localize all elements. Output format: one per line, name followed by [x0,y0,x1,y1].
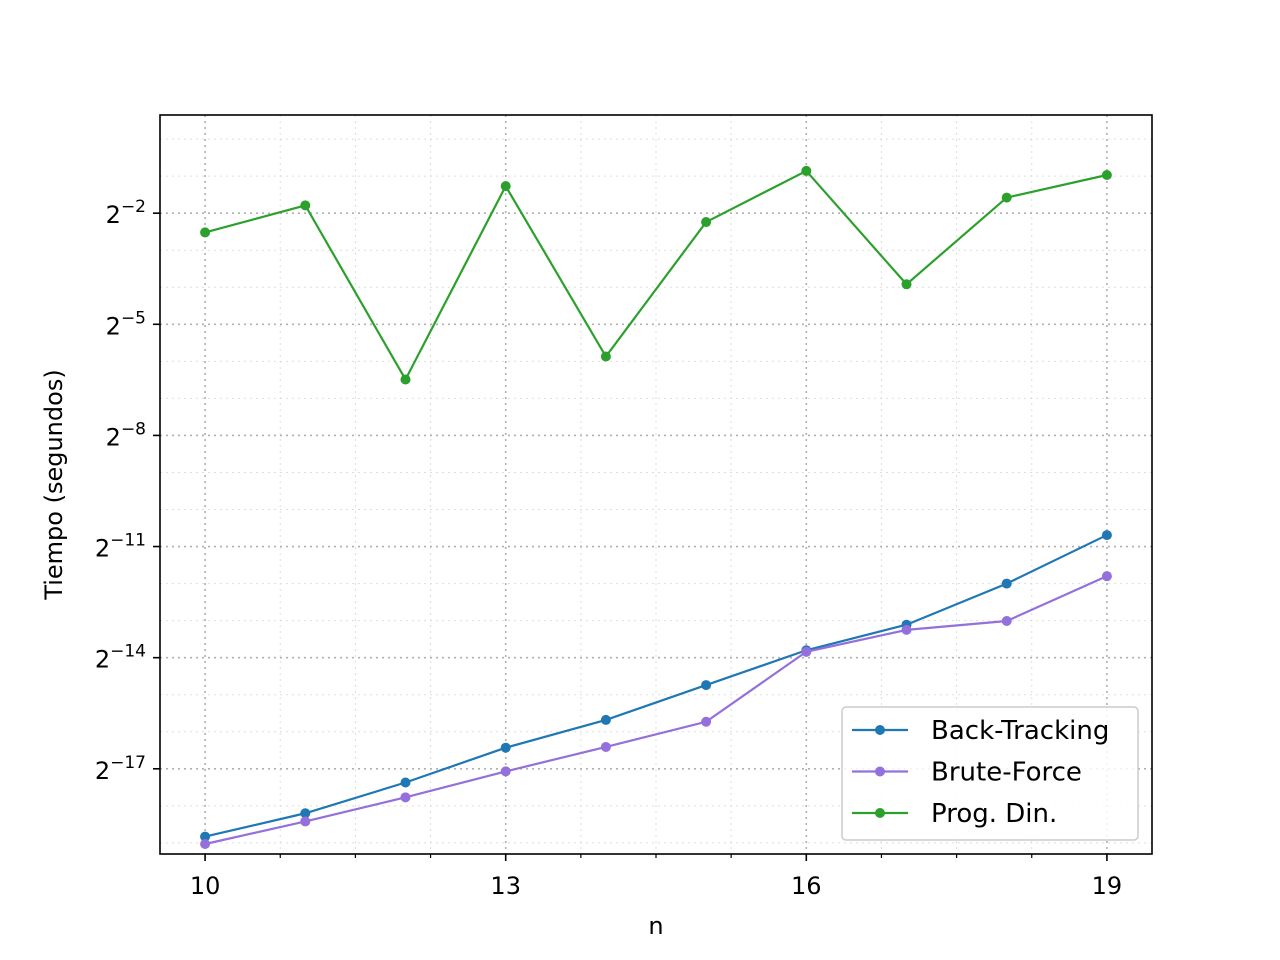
legend-marker [875,766,885,777]
data-point [300,808,311,819]
legend-box [841,706,1139,841]
data-point [200,831,211,842]
data-point [500,742,511,753]
series-line [204,169,1108,382]
legend-label: Brute-Force [931,758,1082,788]
data-point [300,200,311,211]
data-point [1101,571,1112,582]
data-point [801,165,812,176]
series-brute-force [200,571,1112,849]
data-point [901,624,912,635]
x-tick-label: 10 [190,872,221,900]
x-tick-label: 16 [791,872,822,900]
series-line [204,575,1108,846]
data-point [600,351,611,362]
legend-label: Back-Tracking [931,716,1109,746]
data-point [701,680,712,691]
data-point [1001,192,1012,203]
y-axis-label: Tiempo (segundos) [40,369,68,600]
data-point [701,716,712,727]
data-point [400,792,411,803]
series-line [204,534,1108,838]
series-back-tracking [200,530,1112,842]
data-point [400,777,411,788]
data-point [1001,616,1012,627]
data-point [901,279,912,290]
x-tick-label: 19 [1092,872,1123,900]
data-point [1101,170,1112,181]
x-axis-label: n [648,912,663,940]
series-prog-din [200,165,1112,385]
data-point [1101,530,1112,541]
legend-label: Prog. Din. [931,799,1057,829]
data-point [400,374,411,385]
legend-marker [875,725,885,735]
data-point [500,181,511,192]
data-point [600,714,611,725]
data-point [600,741,611,752]
x-tick-label: 13 [490,872,521,900]
legend-item: Brute-Force [852,758,1082,788]
series-layer [200,165,1112,849]
legend-item: Back-Tracking [852,716,1109,746]
legend: Back-Tracking Brute-Force Prog. Din. [841,706,1139,841]
data-point [701,217,712,228]
data-point [801,646,812,657]
legend-item: Prog. Din. [852,799,1057,829]
data-point [1001,578,1012,589]
legend-marker [875,808,885,818]
data-point [300,816,311,827]
data-point [200,227,211,238]
data-point [200,838,211,849]
data-point [500,766,511,777]
